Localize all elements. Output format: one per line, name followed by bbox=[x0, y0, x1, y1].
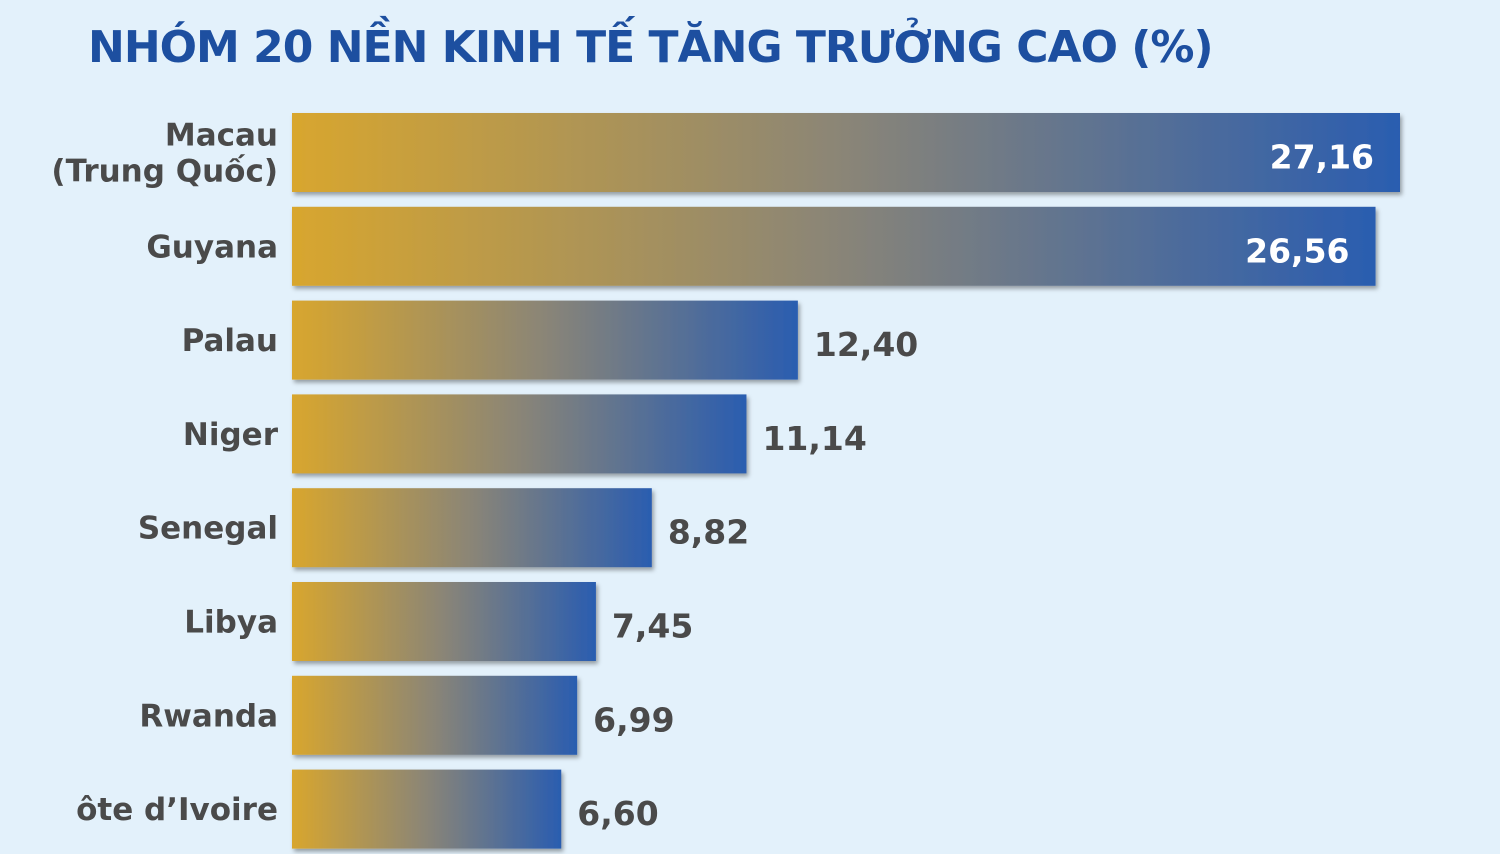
category-label-macau-line-1: Macau bbox=[165, 118, 278, 154]
value-label-senegal: 8,82 bbox=[668, 513, 749, 552]
value-label-libya: 7,45 bbox=[612, 607, 693, 646]
category-label-senegal: Senegal bbox=[138, 511, 278, 547]
value-label-macau: 27,16 bbox=[1270, 138, 1374, 177]
value-label-guyana: 26,56 bbox=[1245, 231, 1349, 270]
category-label-macau-line-2: (Trung Quốc) bbox=[51, 154, 278, 190]
category-label-te-d-ivoire: ôte d’Ivoire bbox=[76, 792, 278, 828]
bar-guyana bbox=[292, 206, 1376, 286]
category-label-guyana: Guyana bbox=[146, 229, 278, 265]
bars-group: Macau(Trung Quốc) 27,16 Guyana 26,56 Palau 12… bbox=[51, 113, 1400, 849]
bar-te-d-ivoire bbox=[292, 769, 562, 849]
value-label-palau: 12,40 bbox=[814, 325, 918, 364]
value-label-niger: 11,14 bbox=[762, 419, 866, 458]
chart-title: NHÓM 20 NỀN KINH TẾ TĂNG TRƯỞNG CAO (%) bbox=[88, 22, 1214, 73]
value-label-rwanda: 6,99 bbox=[593, 700, 674, 739]
bar-niger bbox=[292, 394, 747, 474]
category-label-rwanda: Rwanda bbox=[139, 698, 278, 734]
bar-libya bbox=[292, 582, 596, 661]
category-label-niger: Niger bbox=[183, 417, 279, 453]
category-label-palau: Palau bbox=[182, 323, 278, 359]
bar-rwanda bbox=[292, 675, 578, 755]
value-label-te-d-ivoire: 6,60 bbox=[577, 794, 658, 833]
bar-macau bbox=[292, 113, 1400, 192]
category-label-libya: Libya bbox=[184, 605, 278, 641]
bar-palau bbox=[292, 300, 798, 380]
bar-senegal bbox=[292, 488, 652, 568]
